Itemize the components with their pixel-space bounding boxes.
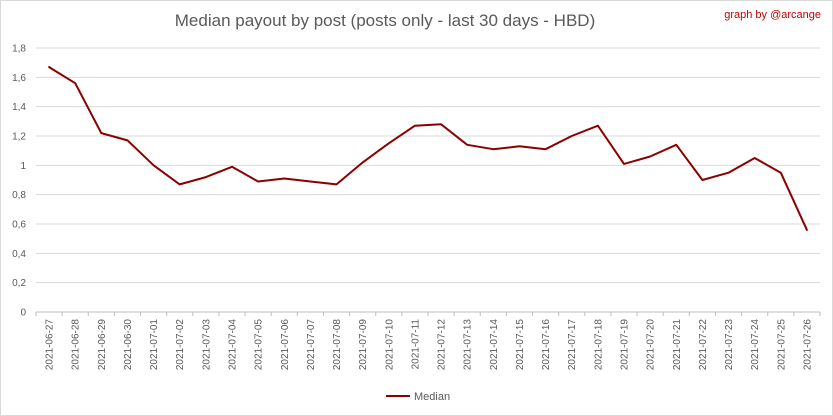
x-tick-label: 2021-07-26 [802,319,813,371]
x-tick-label: 2021-07-24 [750,319,761,371]
x-tick-label: 2021-07-11 [410,319,421,370]
x-tick-label: 2021-06-30 [123,319,134,371]
series-line-median [48,66,808,231]
x-tick-label: 2021-07-04 [228,319,239,371]
x-tick-label: 2021-07-01 [149,319,160,371]
x-tick-label: 2021-07-13 [463,319,474,371]
y-tick-label: 1,2 [12,132,26,143]
y-tick-label: 0,4 [12,249,26,260]
x-tick-label: 2021-07-16 [541,319,552,371]
chart-title: Median payout by post (posts only - last… [174,11,596,30]
legend-label: Median [414,391,450,403]
x-tick-label: 2021-07-06 [280,319,291,371]
x-tick-label: 2021-06-28 [71,319,82,371]
x-tick-label: 2021-07-14 [489,319,500,371]
x-tick-label: 2021-07-09 [358,319,369,371]
y-tick-label: 1,4 [12,102,26,113]
y-tick-label: 1,6 [12,73,26,84]
chart-credit: graph by @arcange [724,9,821,21]
y-tick-label: 1,8 [12,44,26,55]
x-tick-label: 2021-07-10 [384,319,395,371]
y-tick-label: 0,6 [12,220,26,231]
x-tick-label: 2021-07-21 [672,319,683,371]
x-tick-label: 2021-07-08 [332,319,343,371]
x-tick-label: 2021-07-03 [201,319,212,371]
x-tick-label: 2021-07-15 [515,319,526,371]
x-tick-label: 2021-07-17 [567,319,578,371]
x-tick-label: 2021-07-02 [175,319,186,371]
y-tick-label: 1 [20,161,26,172]
series-layer [48,66,808,231]
x-tick-label: 2021-07-18 [593,319,604,371]
y-tick-labels: 0 0,2 0,4 0,6 0,8 1 1,2 1,4 1,6 1,8 [12,44,26,319]
legend: Median [386,391,450,403]
x-tick-label: 2021-07-19 [620,319,631,371]
x-tick-label: 2021-07-25 [776,319,787,371]
x-tick-label: 2021-07-05 [254,319,265,371]
y-tick-label: 0,8 [12,190,26,201]
x-tick-label: 2021-07-20 [646,319,657,371]
x-tick-label: 2021-06-27 [45,319,56,371]
x-tick-label: 2021-07-07 [306,319,317,371]
x-tick-label: 2021-07-23 [724,319,735,371]
y-tick-label: 0,2 [12,278,26,289]
gridlines [36,47,820,313]
x-tick-labels: 2021-06-27 2021-06-28 2021-06-29 2021-06-30… [35,312,821,371]
x-tick-label: 2021-07-22 [698,319,709,371]
x-tick-label: 2021-07-12 [437,319,448,371]
x-tick-label: 2021-06-29 [97,319,108,371]
y-tick-label: 0 [20,308,26,319]
